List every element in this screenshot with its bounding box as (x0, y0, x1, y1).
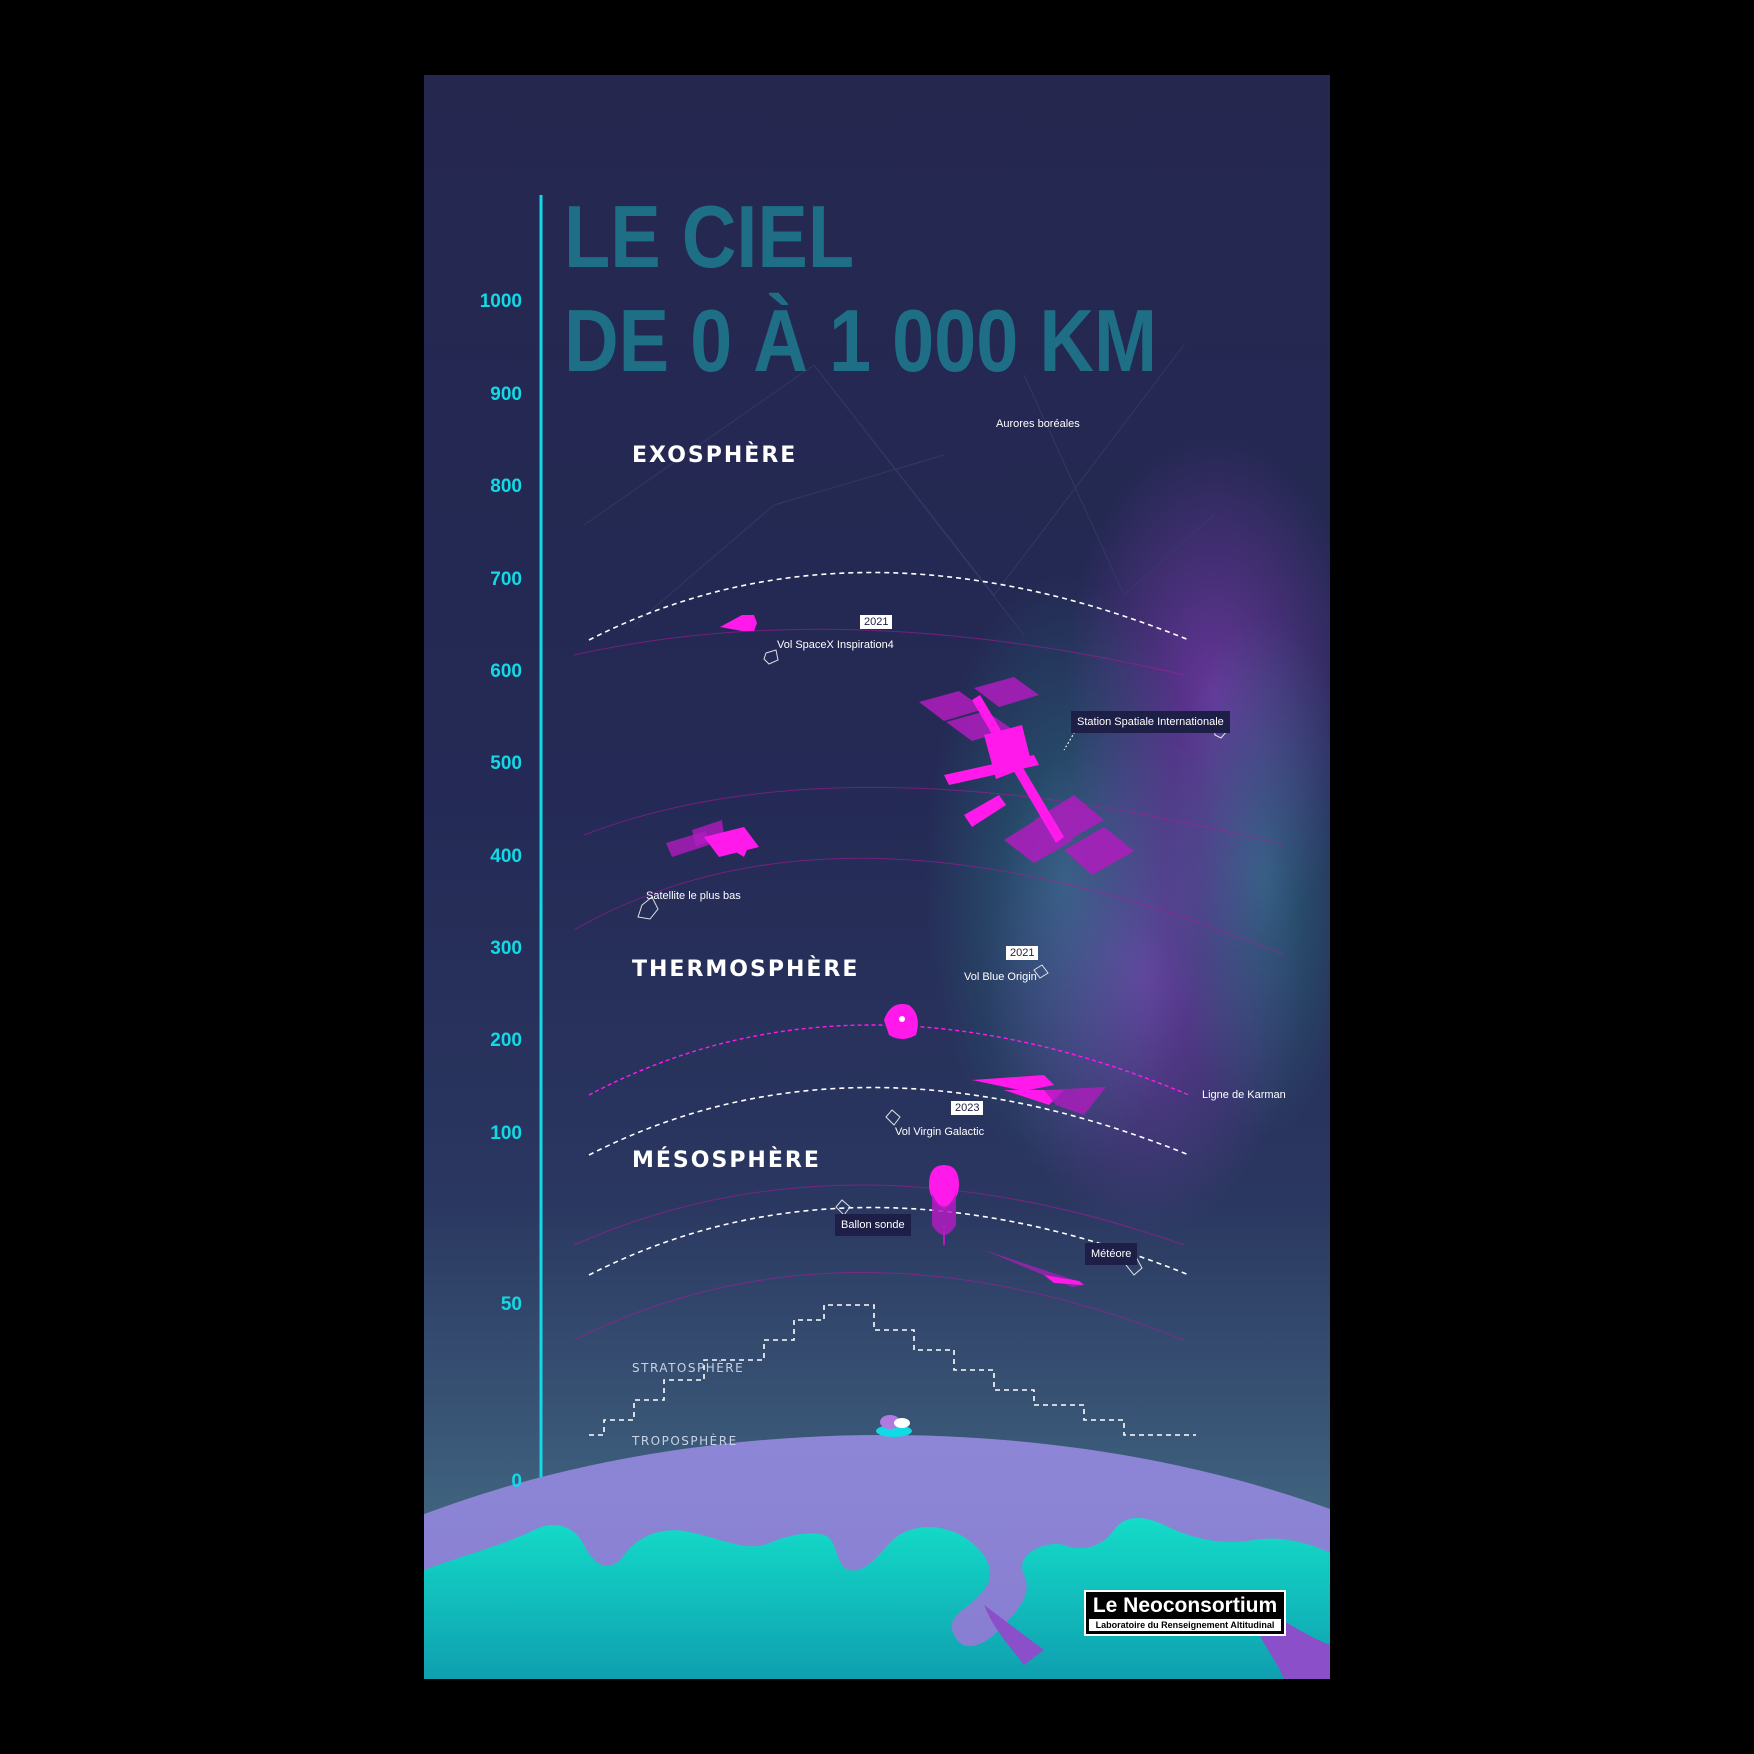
iss-icon (919, 677, 1134, 875)
atmosphere-illustration (424, 195, 1330, 1679)
altitude-tick: 1000 (479, 291, 522, 312)
logo-subtitle: Laboratoire du Renseignement Altitudinal (1089, 1619, 1281, 1631)
constellation-lines (583, 344, 1215, 636)
virgin-galactic-icon (972, 1075, 1106, 1115)
altitude-tick: 100 (490, 1123, 522, 1144)
altitude-tick: 900 (490, 384, 522, 405)
exosphere-boundary (588, 571, 1190, 641)
page-title-line1: LE CIEL (564, 187, 855, 286)
altitude-tick: 300 (490, 938, 522, 959)
layer-label-exosphere: EXOSPHÈRE (632, 443, 798, 468)
layer-label-thermosphere: THERMOSPHÈRE (632, 957, 860, 982)
altitude-tick: 700 (490, 569, 522, 590)
earth (424, 1435, 1330, 1679)
logo: Le Neoconsortium Laboratoire du Renseign… (1084, 1590, 1286, 1636)
altitude-tick: 600 (490, 661, 522, 682)
label-karman-line: Ligne de Karman (1202, 1089, 1286, 1101)
layer-boundaries (588, 571, 1196, 1436)
page-title-line2: DE 0 À 1 000 KM (564, 291, 1158, 390)
label-iss: Station Spatiale Internationale (1071, 711, 1230, 733)
satellite-icon (666, 820, 759, 857)
label-meteore: Météore (1085, 1243, 1138, 1265)
layer-label-troposphere: TROPOSPHÈRE (632, 1434, 738, 1448)
spacex-capsule-icon (720, 615, 757, 631)
label-blue-origin: Vol Blue Origin (964, 971, 1037, 983)
mesosphere-boundary (588, 1086, 1190, 1156)
year-badge-virgin: 2023 (951, 1101, 984, 1115)
altitude-tick: 400 (490, 846, 522, 867)
earth-land (424, 1518, 1330, 1679)
stratosphere-steps (589, 1304, 1196, 1436)
layer-label-mesosphere: MÉSOSPHÈRE (632, 1148, 821, 1173)
meteor-icon (984, 1250, 1084, 1287)
logo-name: Le Neoconsortium (1092, 1594, 1278, 1617)
weather-balloon-icon (929, 1165, 959, 1245)
cloud-icon (876, 1415, 912, 1437)
stratopause-boundary (588, 1206, 1190, 1276)
poster: LE CIEL DE 0 À 1 000 KM 1000 900 800 700… (424, 75, 1330, 1679)
altitude-tick: 200 (490, 1030, 522, 1051)
layer-label-stratosphere: STRATOSPHÈRE (632, 1361, 745, 1375)
altitude-tick: 0 (511, 1471, 522, 1492)
orbit-arcs (573, 628, 1285, 1341)
altitude-tick: 800 (490, 476, 522, 497)
label-virgin-galactic: Vol Virgin Galactic (895, 1126, 985, 1138)
aurora-glow (924, 435, 1330, 1235)
altitude-tick: 500 (490, 753, 522, 774)
year-badge-blue-origin: 2021 (1006, 946, 1039, 960)
label-aurores: Aurores boréales (996, 418, 1080, 430)
label-spacex: Vol SpaceX Inspiration4 (777, 639, 894, 651)
label-ballon-sonde: Ballon sonde (835, 1214, 911, 1236)
altitude-tick: 50 (500, 1294, 522, 1315)
label-satellite: Satellite le plus bas (646, 890, 741, 902)
year-badge-spacex: 2021 (860, 615, 893, 629)
blue-origin-capsule-icon (884, 1004, 918, 1039)
